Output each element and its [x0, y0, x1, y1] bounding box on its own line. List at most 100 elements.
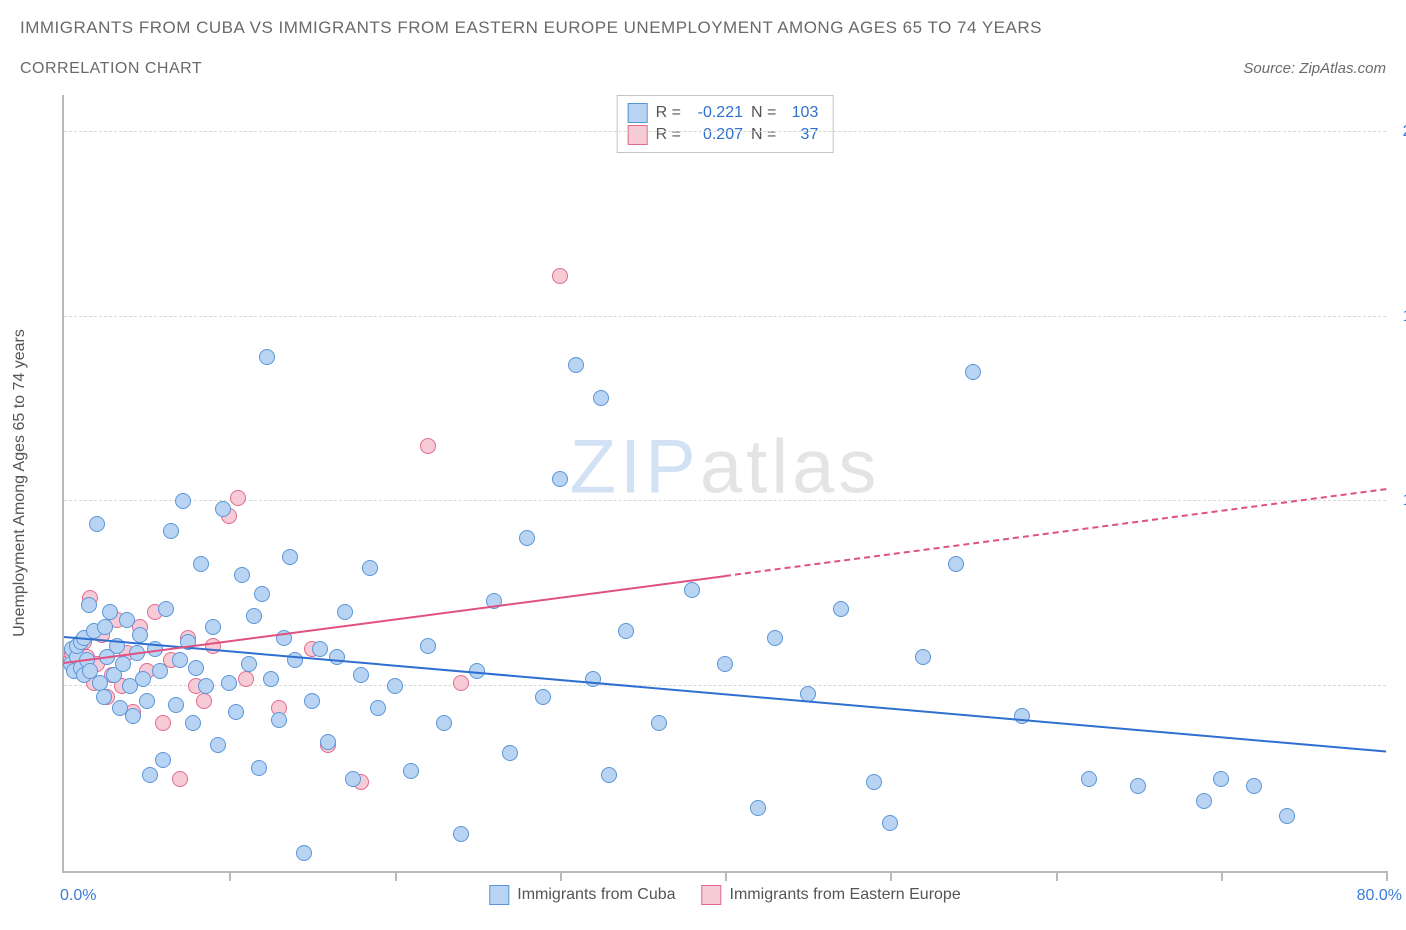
cuba-point — [717, 656, 733, 672]
cuba-point — [163, 523, 179, 539]
n-value-ee: 37 — [784, 124, 818, 146]
cuba-point — [387, 678, 403, 694]
cuba-point — [125, 708, 141, 724]
cuba-point — [453, 826, 469, 842]
cuba-point — [259, 349, 275, 365]
cuba-point — [362, 560, 378, 576]
cuba-point — [1279, 808, 1295, 824]
legend-label-cuba: Immigrants from Cuba — [517, 886, 675, 904]
r-label: R = — [656, 124, 681, 146]
n-label: N = — [751, 124, 776, 146]
cuba-point — [119, 612, 135, 628]
cuba-point — [115, 656, 131, 672]
x-tick — [1386, 871, 1388, 881]
x-tick — [395, 871, 397, 881]
grid-line — [64, 685, 1386, 686]
cuba-point — [296, 845, 312, 861]
cuba-point — [188, 660, 204, 676]
cuba-point — [353, 667, 369, 683]
cuba-point — [241, 656, 257, 672]
ee-regression — [64, 575, 725, 664]
y-axis-label: Unemployment Among Ages 65 to 74 years — [11, 329, 29, 637]
legend-row-cuba: R = -0.221 N = 103 — [628, 102, 819, 124]
cuba-point — [329, 649, 345, 665]
cuba-point — [535, 689, 551, 705]
legend-swatch-cuba-icon — [489, 885, 509, 905]
cuba-point — [519, 530, 535, 546]
x-tick — [890, 871, 892, 881]
cuba-point — [152, 663, 168, 679]
ee-point — [230, 490, 246, 506]
scatter-chart: Unemployment Among Ages 65 to 74 years Z… — [62, 95, 1386, 873]
ee-point — [552, 268, 568, 284]
ee-point — [196, 693, 212, 709]
cuba-point — [420, 638, 436, 654]
cuba-point — [684, 582, 700, 598]
x-max-label: 80.0% — [1357, 887, 1402, 905]
cuba-point — [866, 774, 882, 790]
x-tick — [560, 871, 562, 881]
y-tick-label: 20.0% — [1392, 123, 1406, 141]
cuba-point — [403, 763, 419, 779]
cuba-point — [585, 671, 601, 687]
watermark: ZIPatlas — [570, 424, 881, 511]
y-tick-label: 15.0% — [1392, 308, 1406, 326]
cuba-point — [102, 604, 118, 620]
watermark-atlas: atlas — [700, 425, 881, 510]
cuba-point — [234, 567, 250, 583]
cuba-point — [185, 715, 201, 731]
chart-subtitle: CORRELATION CHART — [20, 60, 202, 78]
cuba-point — [175, 493, 191, 509]
cuba-point — [228, 704, 244, 720]
x-min-label: 0.0% — [60, 887, 96, 905]
r-value-cuba: -0.221 — [689, 102, 743, 124]
cuba-point — [502, 745, 518, 761]
watermark-zip: ZIP — [570, 425, 700, 510]
y-tick-label: 10.0% — [1392, 492, 1406, 510]
cuba-point — [193, 556, 209, 572]
x-tick — [229, 871, 231, 881]
cuba-point — [915, 649, 931, 665]
cuba-point — [221, 675, 237, 691]
correlation-legend: R = -0.221 N = 103 R = 0.207 N = 37 — [617, 95, 834, 153]
cuba-point — [81, 597, 97, 613]
cuba-point — [601, 767, 617, 783]
cuba-point — [142, 767, 158, 783]
cuba-point — [158, 601, 174, 617]
y-tick-label: 5.0% — [1392, 677, 1406, 695]
ee-point — [453, 675, 469, 691]
source-credit: Source: ZipAtlas.com — [1243, 60, 1386, 77]
grid-line — [64, 316, 1386, 317]
cuba-point — [618, 623, 634, 639]
series-legend: Immigrants from Cuba Immigrants from Eas… — [489, 885, 960, 905]
ee-point — [172, 771, 188, 787]
cuba-point — [312, 641, 328, 657]
cuba-point — [215, 501, 231, 517]
cuba-point — [135, 671, 151, 687]
ee-point — [238, 671, 254, 687]
legend-swatch-cuba — [628, 103, 648, 123]
n-label: N = — [751, 102, 776, 124]
cuba-point — [1130, 778, 1146, 794]
cuba-point — [1081, 771, 1097, 787]
legend-swatch-ee — [628, 125, 648, 145]
cuba-point — [1196, 793, 1212, 809]
cuba-point — [205, 619, 221, 635]
cuba-point — [651, 715, 667, 731]
legend-label-ee: Immigrants from Eastern Europe — [730, 886, 961, 904]
cuba-point — [1213, 771, 1229, 787]
cuba-point — [593, 390, 609, 406]
x-tick — [1056, 871, 1058, 881]
cuba-point — [251, 760, 267, 776]
cuba-point — [139, 693, 155, 709]
grid-line — [64, 131, 1386, 132]
cuba-point — [552, 471, 568, 487]
cuba-point — [172, 652, 188, 668]
cuba-point — [370, 700, 386, 716]
cuba-point — [320, 734, 336, 750]
r-value-ee: 0.207 — [689, 124, 743, 146]
cuba-point — [246, 608, 262, 624]
cuba-point — [304, 693, 320, 709]
cuba-point — [833, 601, 849, 617]
legend-row-ee: R = 0.207 N = 37 — [628, 124, 819, 146]
